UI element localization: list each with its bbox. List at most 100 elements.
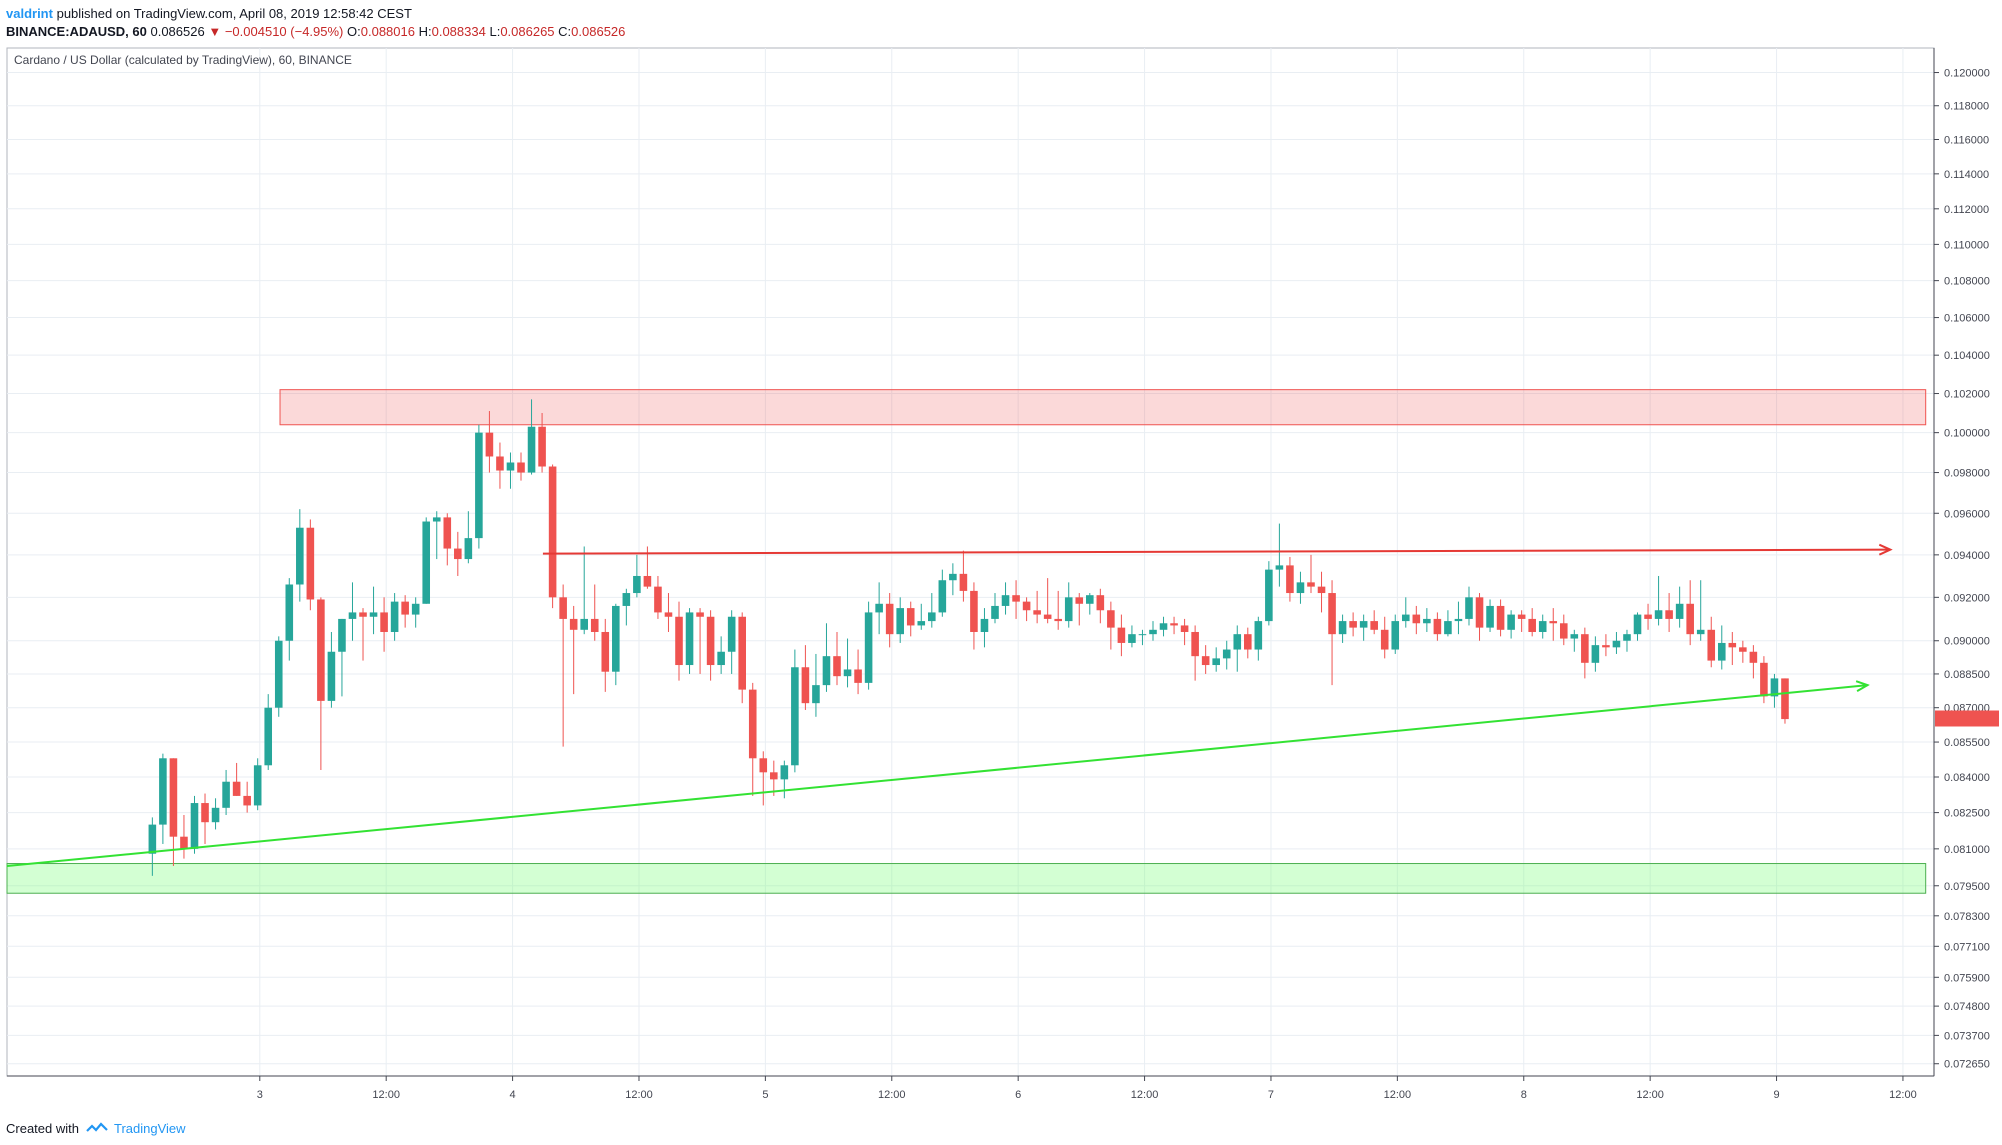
candle-body-down xyxy=(1107,610,1115,628)
tradingview-brand-link[interactable]: TradingView xyxy=(114,1121,186,1136)
candle-body-up xyxy=(1444,621,1452,635)
candle-body-down xyxy=(1191,631,1199,657)
candle-body-up xyxy=(1001,595,1010,606)
candle-body-up xyxy=(253,765,262,806)
low-label: L: xyxy=(489,24,501,39)
change-value: −0.004510 (−4.95%) xyxy=(224,24,344,39)
candle-body-down xyxy=(1022,601,1031,611)
candle-body-down xyxy=(1781,678,1789,720)
y-axis-tick-label: 0.084000 xyxy=(1944,772,1990,784)
candle-body-up xyxy=(475,432,483,539)
candle-body-down xyxy=(1117,627,1126,643)
candle-body-down xyxy=(359,612,367,617)
candle-body-up xyxy=(1507,614,1515,630)
candle-body-down xyxy=(380,612,388,632)
y-axis-tick-label: 0.096000 xyxy=(1944,508,1990,520)
candle-body-up xyxy=(432,517,441,522)
candle-body-up xyxy=(864,612,873,683)
last-price: 0.086526 xyxy=(150,24,205,39)
candle-body-down xyxy=(748,689,757,759)
candle-body-up xyxy=(264,707,273,766)
candle-body-up xyxy=(1128,634,1136,643)
x-axis-tick-label: 12:00 xyxy=(1636,1089,1664,1101)
candle-body-up xyxy=(1486,605,1494,628)
x-axis-tick-label: 6 xyxy=(1015,1089,1021,1101)
candle-body-up xyxy=(633,575,641,594)
candle-body-down xyxy=(1707,629,1716,661)
y-axis-tick-label: 0.081000 xyxy=(1944,844,1990,856)
candle-body-down xyxy=(569,618,578,630)
candle-body-down xyxy=(970,590,978,632)
candle-body-down xyxy=(801,667,810,704)
candle-body-up xyxy=(980,618,989,632)
y-axis-tick-label: 0.116000 xyxy=(1944,134,1989,146)
candle-body-up xyxy=(1423,618,1431,624)
high-value: 0.088334 xyxy=(431,24,486,39)
candle-body-down xyxy=(1433,618,1442,635)
candle-body-up xyxy=(327,651,336,701)
top-line: valdrint published on TradingView.com, A… xyxy=(6,6,412,21)
candle-body-up xyxy=(1275,565,1284,570)
open-value: 0.088016 xyxy=(360,24,415,39)
candle-body-down xyxy=(738,616,746,690)
candle-body-up xyxy=(1212,658,1220,666)
candle-body-up xyxy=(612,605,620,672)
author-link[interactable]: valdrint xyxy=(6,6,53,21)
tradingview-logo-icon xyxy=(85,1122,108,1137)
candle-body-down xyxy=(1043,614,1052,619)
candle-body-down xyxy=(1201,656,1210,666)
candle-body-up xyxy=(843,669,852,677)
candle-body-up xyxy=(1654,610,1663,619)
candle-body-down xyxy=(959,573,968,591)
candle-body-down xyxy=(643,575,652,587)
candle-body-down xyxy=(169,758,178,837)
candle-body-down xyxy=(1517,614,1526,619)
x-axis-tick-label: 12:00 xyxy=(625,1089,653,1101)
x-axis-tick-label: 12:00 xyxy=(1131,1089,1159,1101)
candle-body-up xyxy=(1233,634,1242,650)
footer: Created with TradingView xyxy=(6,1121,186,1137)
y-axis-tick-label: 0.110000 xyxy=(1944,239,1989,251)
candle-body-up xyxy=(1570,634,1579,639)
x-axis-tick-label: 12:00 xyxy=(878,1089,906,1101)
candle-body-up xyxy=(1538,621,1547,632)
candle-body-down xyxy=(1328,593,1336,635)
candle-body-up xyxy=(896,608,904,635)
candle-body-up xyxy=(1149,629,1157,635)
y-axis-tick-label: 0.112000 xyxy=(1944,204,1989,216)
candle-body-up xyxy=(1454,618,1463,622)
candle-body-down xyxy=(854,669,862,683)
candle-body-down xyxy=(906,608,915,626)
candle-body-down xyxy=(1380,629,1389,650)
candle-body-up xyxy=(791,667,799,766)
candle-body-down xyxy=(1317,586,1326,594)
candle-body-up xyxy=(506,462,515,471)
candle-body-down xyxy=(1180,625,1189,632)
candle-body-down xyxy=(1033,610,1041,615)
candle-body-up xyxy=(1064,597,1073,622)
candle-body-up xyxy=(1675,603,1684,619)
candle-body-down xyxy=(401,601,409,615)
candle-body-up xyxy=(875,603,883,613)
candle-body-up xyxy=(812,685,820,704)
published-text: published on TradingView.com, April 08, … xyxy=(56,6,412,21)
change-arrow-icon: ▼ xyxy=(208,24,222,39)
y-axis-tick-label: 0.118000 xyxy=(1944,101,1989,113)
low-value: 0.086265 xyxy=(500,24,555,39)
ohlc-legend: BINANCE:ADAUSD, 60 0.086526 ▼ −0.004510 … xyxy=(6,24,625,39)
candle-body-up xyxy=(822,656,831,686)
y-axis-tick-label: 0.102000 xyxy=(1944,389,1990,401)
candle-body-down xyxy=(675,616,683,666)
candle-body-down xyxy=(770,772,778,780)
candle-body-up xyxy=(1338,621,1347,635)
candle-body-down xyxy=(454,548,462,560)
y-axis-tick-label: 0.098000 xyxy=(1944,468,1990,480)
candle-body-up xyxy=(1222,649,1231,659)
candle-body-down xyxy=(485,432,494,457)
y-axis-tick-label: 0.073700 xyxy=(1944,1030,1990,1042)
candle-body-up xyxy=(1138,634,1147,636)
candle-body-up xyxy=(1612,640,1621,648)
candle-body-down xyxy=(1075,597,1084,604)
candle-body-down xyxy=(664,612,673,617)
